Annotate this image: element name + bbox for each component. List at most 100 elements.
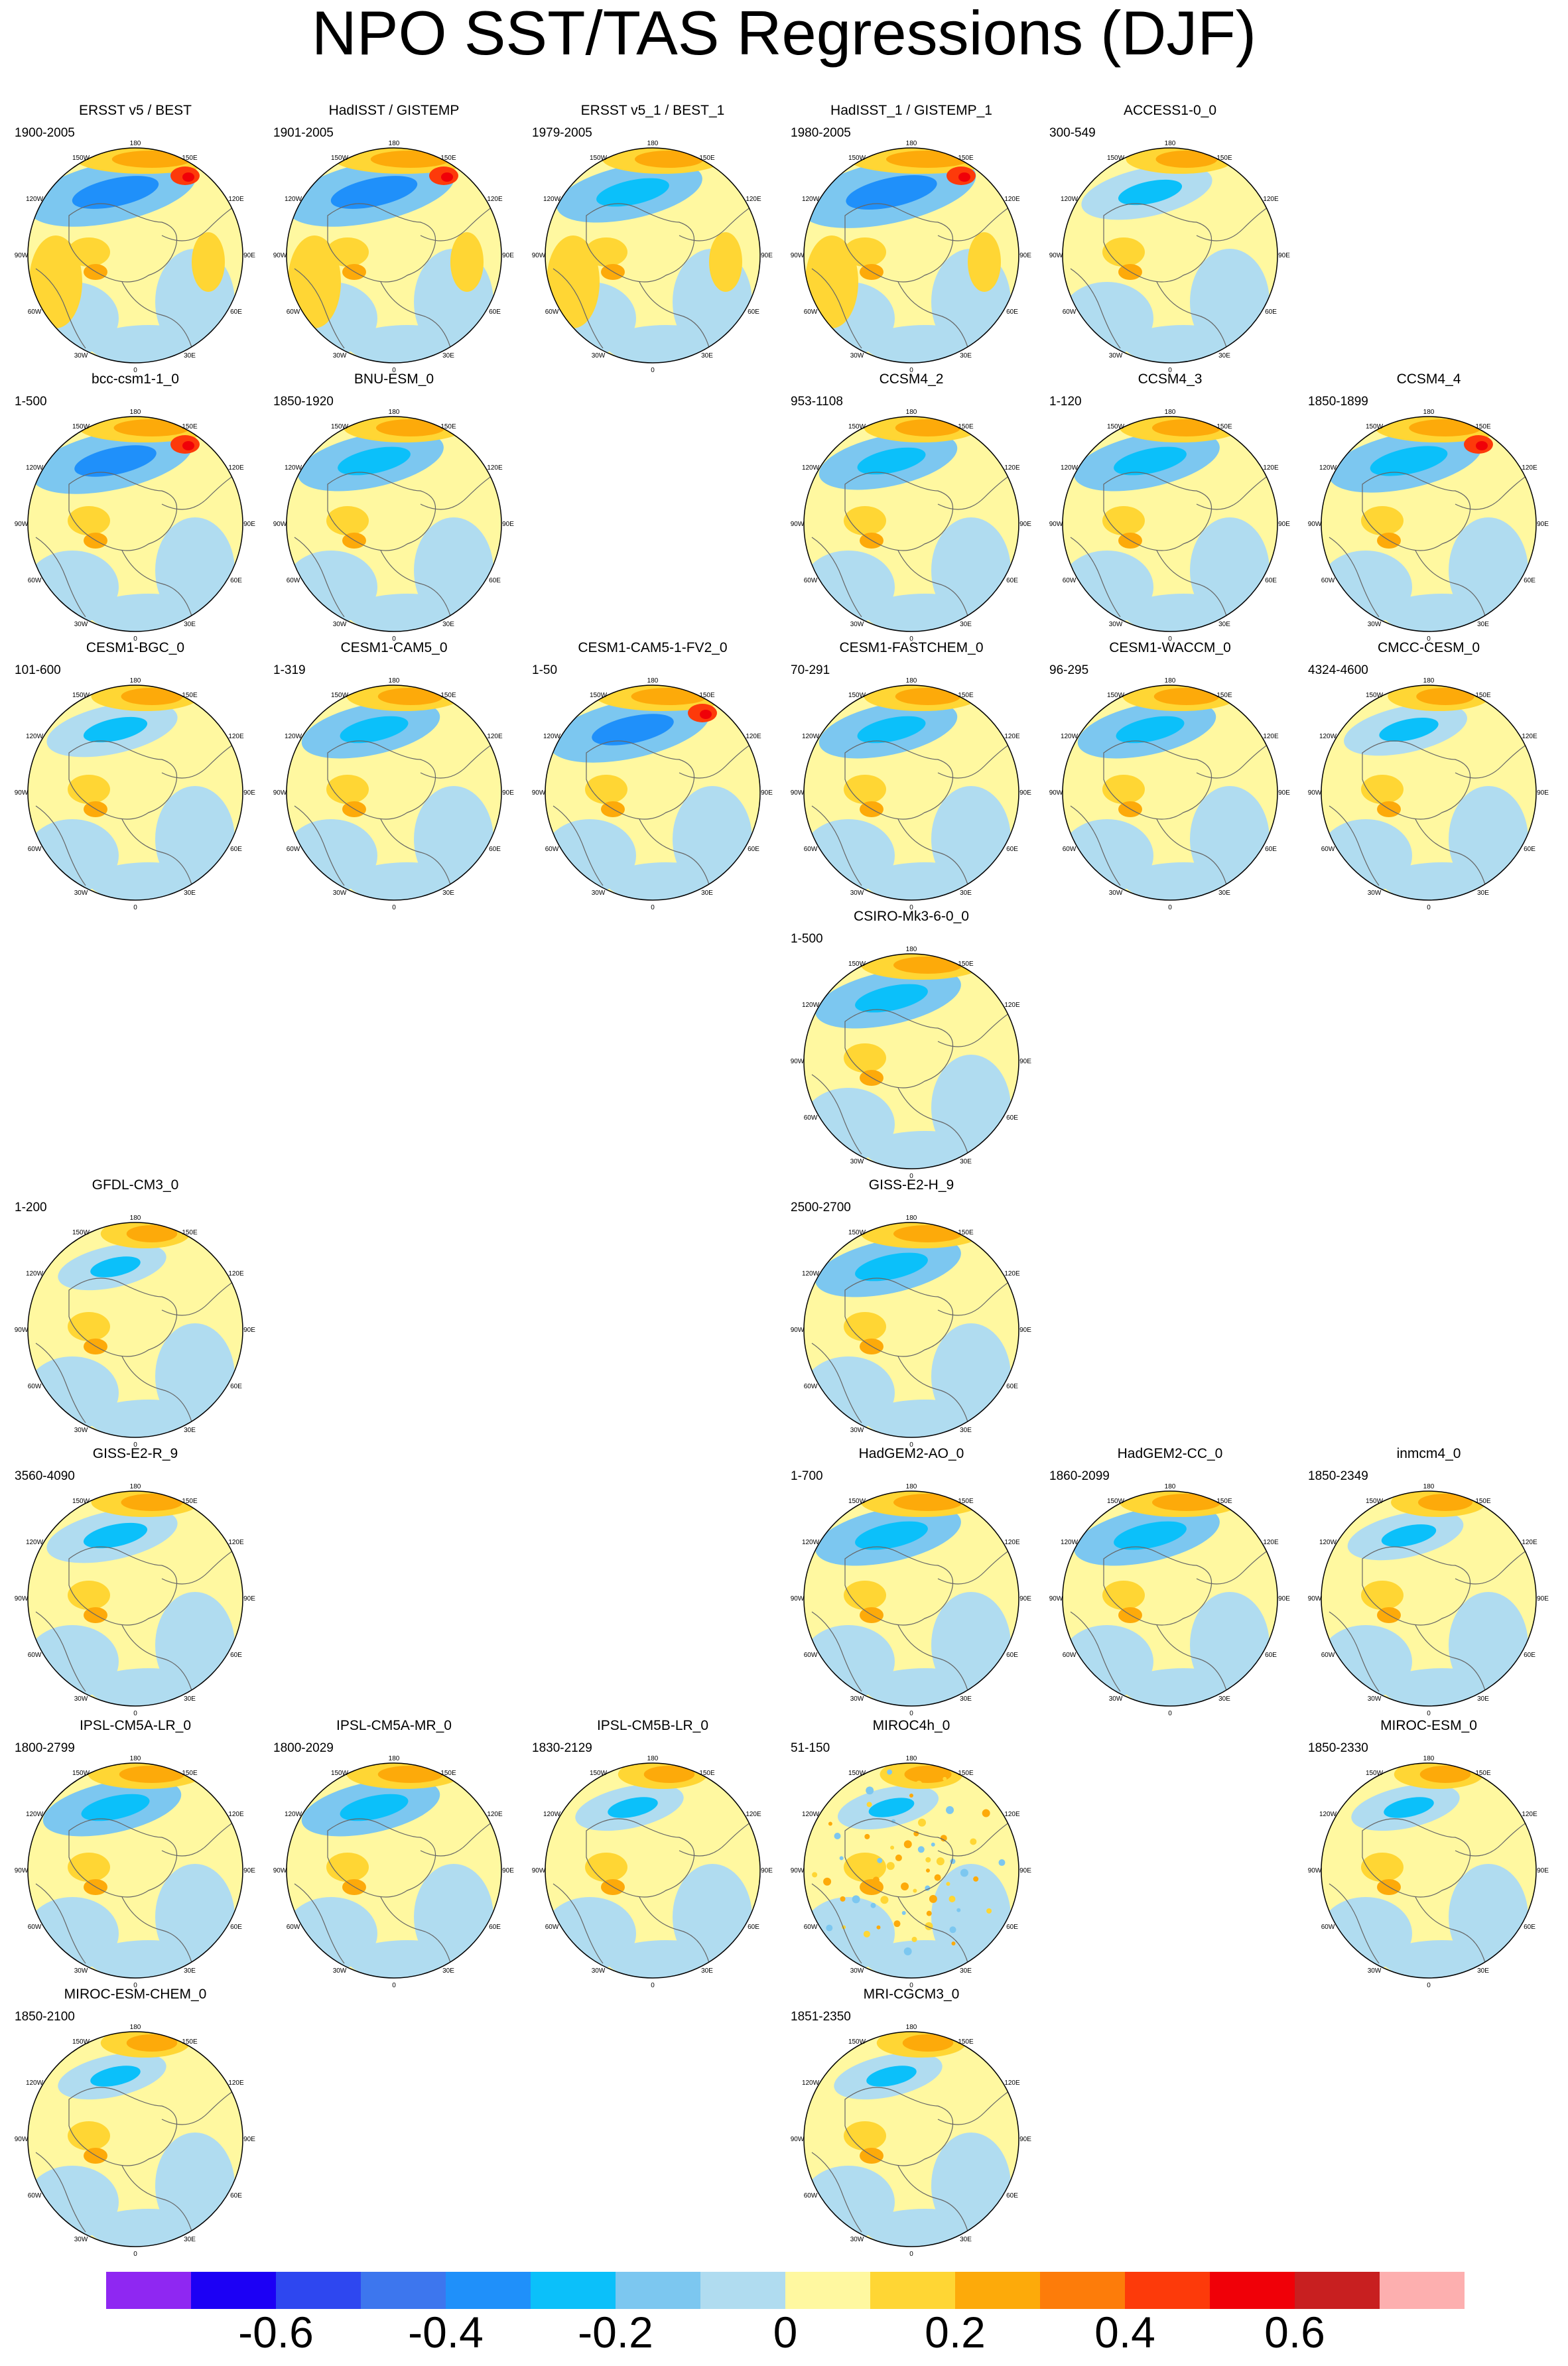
polar-map: 180 150W 150E 120W 120E 90W 90E 60W 60E 30W 30E 0 bbox=[15, 677, 256, 911]
panel-title: MIROC-ESM_0 bbox=[1380, 1718, 1477, 1733]
map-panel: CCSM4_4 1850-1899 180 150W 150E 120W 120E 90W 90… bbox=[1301, 371, 1556, 650]
longitude-label: 60W bbox=[1321, 1652, 1335, 1659]
longitude-label: 150W bbox=[1366, 1770, 1384, 1777]
polar-map: 180 150W 150E 120W 120E 90W 90E 60W 60E 30W 30E 0 bbox=[1308, 1483, 1549, 1717]
longitude-label: 150E bbox=[958, 423, 974, 430]
longitude-label: 0 bbox=[1427, 904, 1431, 911]
colorbar-box bbox=[361, 2272, 446, 2309]
longitude-label: 90E bbox=[243, 789, 255, 797]
colorbar-box bbox=[785, 2272, 870, 2309]
longitude-label: 30E bbox=[442, 352, 454, 360]
regression-field bbox=[287, 148, 501, 363]
longitude-label: 30E bbox=[442, 1967, 454, 1975]
longitude-label: 90E bbox=[243, 2136, 255, 2143]
map-panel: CESM1-WACCM_0 96-295 180 150W 150E 120W 120E 90… bbox=[1043, 640, 1297, 919]
longitude-label: 150W bbox=[848, 155, 866, 162]
longitude-label: 120E bbox=[1263, 733, 1279, 740]
panel-title: ERSST v5 / BEST bbox=[79, 103, 192, 118]
longitude-label: 150W bbox=[72, 1498, 90, 1505]
longitude-label: 0 bbox=[909, 367, 913, 374]
longitude-label: 150E bbox=[958, 960, 974, 968]
panel-years: 1900-2005 bbox=[15, 126, 75, 140]
panel-years: 1-50 bbox=[532, 663, 558, 677]
map-panel: HadISST / GISTEMP 1901-2005 180 150W 150E 120… bbox=[267, 103, 521, 381]
longitude-label: 150W bbox=[590, 155, 608, 162]
map-border bbox=[545, 1762, 761, 1979]
longitude-label: 30E bbox=[184, 1967, 196, 1975]
longitude-label: 120E bbox=[1004, 1270, 1020, 1278]
longitude-label: 180 bbox=[130, 677, 141, 685]
map-panel: CSIRO-Mk3-6-0_0 1-500 180 150W 150E 120W 120E 9… bbox=[784, 909, 1039, 1187]
panel-years: 4324-4600 bbox=[1308, 663, 1368, 677]
longitude-label: 120W bbox=[285, 464, 302, 472]
longitude-label: 30W bbox=[74, 1427, 88, 1434]
longitude-label: 90E bbox=[1019, 1867, 1031, 1874]
regression-field bbox=[804, 417, 1019, 631]
panel-title: CESM1-CAM5_0 bbox=[340, 640, 448, 655]
longitude-label: 120E bbox=[487, 1811, 503, 1818]
longitude-label: 90W bbox=[273, 252, 287, 259]
panel-years: 96-295 bbox=[1049, 663, 1089, 677]
longitude-label: 150W bbox=[848, 2038, 866, 2046]
longitude-label: 90W bbox=[1308, 789, 1322, 797]
longitude-label: 150W bbox=[848, 423, 866, 430]
longitude-label: 150E bbox=[1475, 1498, 1491, 1505]
regression-field bbox=[1063, 417, 1277, 631]
longitude-label: 90E bbox=[502, 521, 514, 528]
longitude-label: 120W bbox=[1319, 733, 1337, 740]
regression-field bbox=[545, 1763, 760, 1978]
panel-title: ERSST v5_1 / BEST_1 bbox=[580, 103, 725, 118]
colorbar-box bbox=[1210, 2272, 1295, 2309]
polar-map: 180 150W 150E 120W 120E 90W 90E 60W 60E 30W 30E 0 bbox=[1049, 1483, 1291, 1717]
longitude-label: 150W bbox=[331, 423, 349, 430]
longitude-label: 60E bbox=[1006, 1383, 1018, 1390]
longitude-label: 180 bbox=[130, 140, 141, 147]
longitude-label: 60E bbox=[489, 308, 501, 316]
colorbar-box bbox=[446, 2272, 531, 2309]
regression-field bbox=[804, 1491, 1019, 1706]
longitude-label: 90W bbox=[15, 252, 29, 259]
map-border bbox=[1062, 416, 1278, 632]
longitude-label: 120W bbox=[1061, 733, 1078, 740]
map-border bbox=[286, 147, 502, 363]
polar-map: 180 150W 150E 120W 120E 90W 90E 60W 60E 30W 30E 0 bbox=[1049, 140, 1291, 374]
longitude-label: 180 bbox=[906, 1483, 917, 1490]
longitude-label: 60W bbox=[1321, 1924, 1335, 1931]
longitude-label: 120W bbox=[26, 733, 44, 740]
longitude-label: 150W bbox=[331, 155, 349, 162]
longitude-label: 180 bbox=[1423, 409, 1435, 416]
polar-map: 180 150W 150E 120W 120E 90W 90E 60W 60E 30W 30E 0 bbox=[273, 140, 515, 374]
panel-title: CESM1-WACCM_0 bbox=[1109, 640, 1231, 655]
longitude-label: 120W bbox=[802, 196, 820, 203]
map-border bbox=[27, 1490, 243, 1707]
longitude-label: 150W bbox=[590, 1770, 608, 1777]
map-panel: CESM1-BGC_0 101-600 180 150W 150E 120W 120E 90W… bbox=[8, 640, 263, 919]
longitude-label: 30W bbox=[74, 352, 88, 360]
map-border bbox=[27, 1222, 243, 1438]
longitude-label: 150E bbox=[958, 1229, 974, 1236]
longitude-label: 60E bbox=[1524, 1652, 1535, 1659]
longitude-label: 60E bbox=[1265, 1652, 1277, 1659]
longitude-label: 180 bbox=[389, 409, 400, 416]
panel-years: 1-319 bbox=[273, 663, 306, 677]
longitude-label: 60E bbox=[230, 2192, 242, 2200]
colorbar-box bbox=[870, 2272, 955, 2309]
colorbar-box bbox=[1380, 2272, 1465, 2309]
colorbar-box bbox=[700, 2272, 785, 2309]
longitude-label: 180 bbox=[1165, 1483, 1176, 1490]
map-panel: IPSL-CM5B-LR_0 1830-2129 180 150W 150E 120W 12… bbox=[525, 1718, 780, 1997]
longitude-label: 150W bbox=[1107, 155, 1125, 162]
longitude-label: 150E bbox=[699, 1770, 715, 1777]
longitude-label: 60W bbox=[28, 308, 42, 316]
longitude-label: 0 bbox=[133, 635, 137, 643]
panel-years: 1830-2129 bbox=[532, 1741, 592, 1755]
longitude-label: 180 bbox=[906, 946, 917, 953]
panel-years: 953-1108 bbox=[791, 395, 843, 409]
longitude-label: 60E bbox=[1265, 846, 1277, 853]
longitude-label: 120E bbox=[228, 1270, 244, 1278]
longitude-label: 120W bbox=[1061, 196, 1078, 203]
panel-years: 1-500 bbox=[791, 932, 823, 946]
longitude-label: 120W bbox=[26, 1811, 44, 1818]
regression-field bbox=[287, 1763, 501, 1978]
longitude-label: 150E bbox=[440, 692, 456, 699]
